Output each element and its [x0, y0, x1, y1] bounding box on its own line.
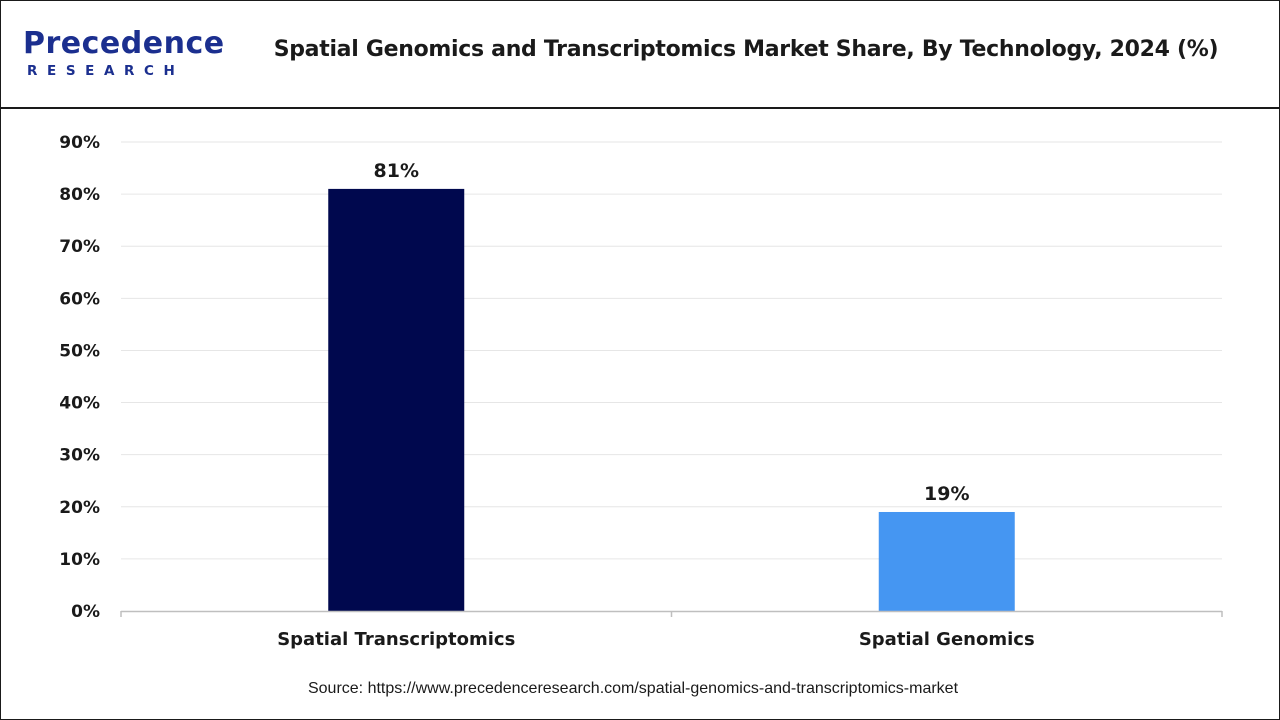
y-axis-ticks: 0% 10% 20% 30% 40% 50% 60% 70% 80% 90%: [59, 133, 100, 622]
y-tick-label: 50%: [59, 341, 100, 361]
x-category-label: Spatial Genomics: [859, 629, 1035, 650]
y-tick-label: 70%: [59, 237, 100, 257]
y-tick-label: 30%: [59, 446, 100, 466]
precedence-research-logo: Precedence RESEARCH: [23, 27, 224, 87]
header: Precedence RESEARCH Spatial Genomics and…: [1, 1, 1279, 109]
y-tick-label: 80%: [59, 185, 100, 205]
x-category-label: Spatial Transcriptomics: [277, 629, 515, 650]
logo-subtitle: RESEARCH: [27, 63, 185, 79]
y-tick-label: 90%: [59, 133, 100, 153]
y-tick-label: 20%: [59, 498, 100, 518]
chart-title: Spatial Genomics and Transcriptomics Mar…: [273, 37, 1219, 62]
gridlines: [121, 141, 1222, 560]
data-labels: 81% 19%: [374, 160, 970, 505]
y-tick-label: 40%: [59, 394, 100, 414]
bar-chart: 0% 10% 20% 30% 40% 50% 60% 70% 80% 90% 81% 19% Spa…: [59, 133, 1223, 650]
y-tick-label: 0%: [71, 602, 100, 622]
source-note: Source: https://www.precedenceresearch.c…: [307, 680, 959, 697]
y-tick-label: 60%: [59, 289, 100, 309]
y-tick-label: 10%: [59, 550, 100, 570]
data-label: 19%: [924, 483, 969, 505]
logo-wordmark: Precedence: [23, 26, 225, 61]
x-axis: Spatial Transcriptomics Spatial Genomics: [120, 610, 1223, 650]
bar-spatial-genomics: [878, 511, 1015, 611]
data-label: 81%: [374, 160, 419, 182]
bar-spatial-transcriptomics: [328, 188, 465, 611]
bars: [328, 188, 1015, 611]
